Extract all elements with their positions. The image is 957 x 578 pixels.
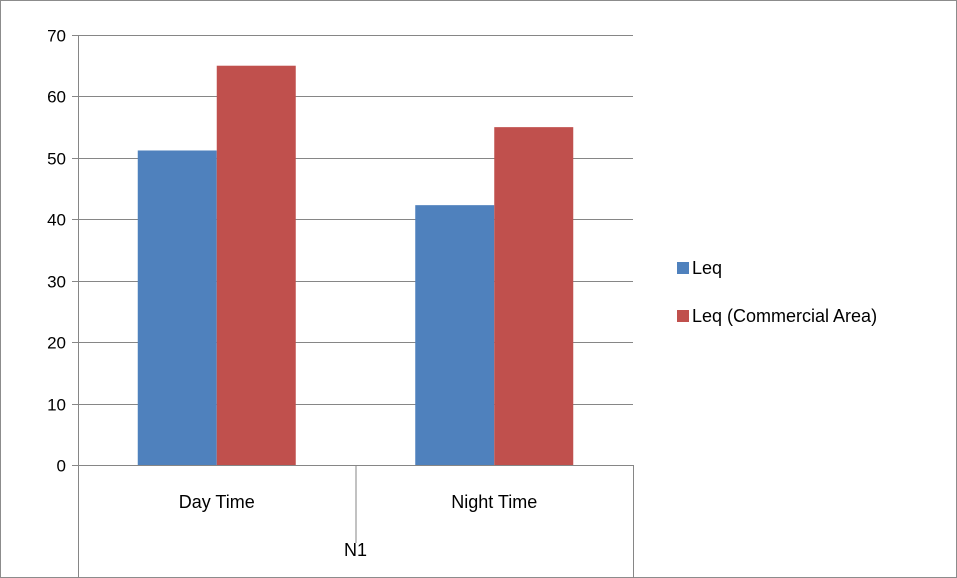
y-tick-label: 30 <box>47 273 66 292</box>
axis-labels: 0 10 20 30 40 50 60 70 Day Time Night Time N1 <box>47 27 537 561</box>
legend-swatch <box>677 262 689 274</box>
x-group-label: N1 <box>344 540 367 560</box>
x-category-label: Night Time <box>451 492 537 512</box>
legend-label: Leq <box>692 258 722 278</box>
y-tick-label: 40 <box>47 211 66 230</box>
y-tick-label: 50 <box>47 150 66 169</box>
bar-leq-1 <box>415 205 495 465</box>
y-tick-label: 10 <box>47 396 66 415</box>
bar-leq-0 <box>137 150 217 465</box>
axes <box>72 35 634 578</box>
y-tick-label: 70 <box>47 27 66 46</box>
x-category-label: Day Time <box>179 492 255 512</box>
legend-swatch <box>677 310 689 322</box>
legend: Leq Leq (Commercial Area) <box>677 258 877 326</box>
bar-leq-commercial-1 <box>494 127 574 466</box>
bars <box>137 65 574 466</box>
y-tick-label: 60 <box>47 88 66 107</box>
y-tick-label: 20 <box>47 334 66 353</box>
y-tick-label: 0 <box>57 457 66 476</box>
bar-leq-commercial-0 <box>216 65 296 465</box>
legend-label: Leq (Commercial Area) <box>692 306 877 326</box>
